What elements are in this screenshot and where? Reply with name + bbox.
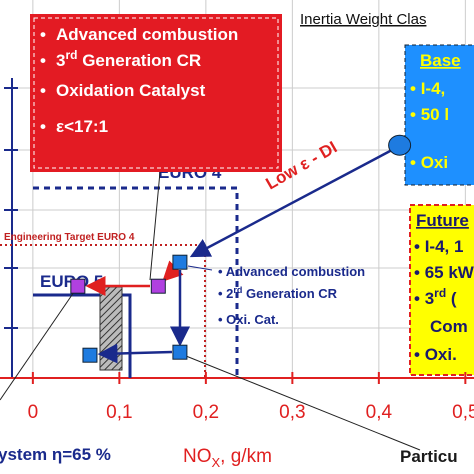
euro5-limit xyxy=(33,293,132,378)
t: 65 kW xyxy=(425,263,474,282)
base-title: Base xyxy=(420,51,461,70)
bullet: • xyxy=(40,81,46,100)
future-box-text: Future • I-4, 1 • 65 kW • 3rd ( Com • Ox… xyxy=(414,211,474,364)
future-line4: Com xyxy=(430,317,468,336)
x-tick-label: 0,5 xyxy=(452,402,474,423)
euro4-limit xyxy=(33,186,239,378)
t: Oxi xyxy=(421,153,448,172)
num: 3 xyxy=(56,51,65,70)
mid-line3: • Oxi. Cat. xyxy=(218,312,279,327)
base-box-text: Base • I-4, • 50 l • Oxi xyxy=(410,51,461,172)
point xyxy=(388,134,412,156)
num: 3 xyxy=(425,289,434,308)
x-tick-label: 0,4 xyxy=(366,402,393,423)
target-label: Engineering Target EURO 4 xyxy=(4,232,135,243)
hatched-region xyxy=(99,286,123,371)
x-label-sub: X xyxy=(212,455,221,470)
mid-line1: • Advanced combustion xyxy=(218,264,365,279)
x-tick-label: 0,3 xyxy=(279,402,305,423)
base-box xyxy=(404,44,474,186)
future-line3: • 3rd ( xyxy=(414,286,457,308)
future-line5: • Oxi. xyxy=(414,345,457,364)
point xyxy=(172,344,188,360)
point xyxy=(172,254,188,270)
future-line2: • 65 kW xyxy=(414,263,474,282)
x-axis-label: NOX, g/km xyxy=(183,446,272,470)
x-tick-label: 0,2 xyxy=(193,402,219,423)
t: 50 l xyxy=(421,105,449,124)
future-title: Future xyxy=(416,211,469,230)
num: 2 xyxy=(226,286,233,301)
sup: rd xyxy=(233,285,242,295)
t: Oxi. xyxy=(425,345,457,364)
future-line1: • I-4, 1 xyxy=(414,237,463,256)
mid-line2: • 2rd Generation CR xyxy=(218,285,338,301)
base-line1: • I-4, xyxy=(410,79,445,98)
sup: rd xyxy=(65,48,77,62)
t: Oxi. Cat. xyxy=(226,312,279,327)
red-line4: ε<17:1 xyxy=(56,117,108,136)
bottom-left-label: ystem η=65 % xyxy=(0,445,111,464)
red-line1: Advanced combustion xyxy=(56,25,238,44)
red-line3: Oxidation Catalyst xyxy=(56,81,206,100)
base-line2: • 50 l xyxy=(410,105,449,124)
red-box xyxy=(30,14,282,172)
arrows xyxy=(0,148,421,451)
t: I-4, xyxy=(421,79,446,98)
bullet: • xyxy=(40,25,46,44)
point xyxy=(70,278,86,294)
bullet: • xyxy=(40,51,46,70)
bullet: • xyxy=(40,117,46,136)
point xyxy=(150,278,166,294)
red-line2: 3rd Generation CR xyxy=(56,48,201,70)
mid-labels: • Advanced combustion • 2rd Generation C… xyxy=(218,264,365,327)
red-box-border xyxy=(33,17,279,169)
base-line3: • Oxi xyxy=(410,153,448,172)
future-box xyxy=(409,204,474,376)
y-axis xyxy=(4,78,18,378)
chart-title: Inertia Weight Clas xyxy=(300,11,426,28)
t: I-4, 1 xyxy=(425,237,464,256)
red-box-text: • Advanced combustion • 3rd Generation C… xyxy=(40,25,238,136)
x-label-main: NO xyxy=(183,446,212,467)
point xyxy=(82,347,98,363)
rest: ( xyxy=(446,289,457,308)
sup: rd xyxy=(434,286,446,300)
x-tick-label: 0 xyxy=(28,402,39,423)
rest: Generation CR xyxy=(242,286,337,301)
t: Advanced combustion xyxy=(226,264,365,279)
bottom-right-label: Particu xyxy=(400,447,458,466)
x-tick-label: 0,1 xyxy=(106,402,132,423)
rest: Generation CR xyxy=(77,51,201,70)
x-label-rest: , g/km xyxy=(220,446,272,467)
